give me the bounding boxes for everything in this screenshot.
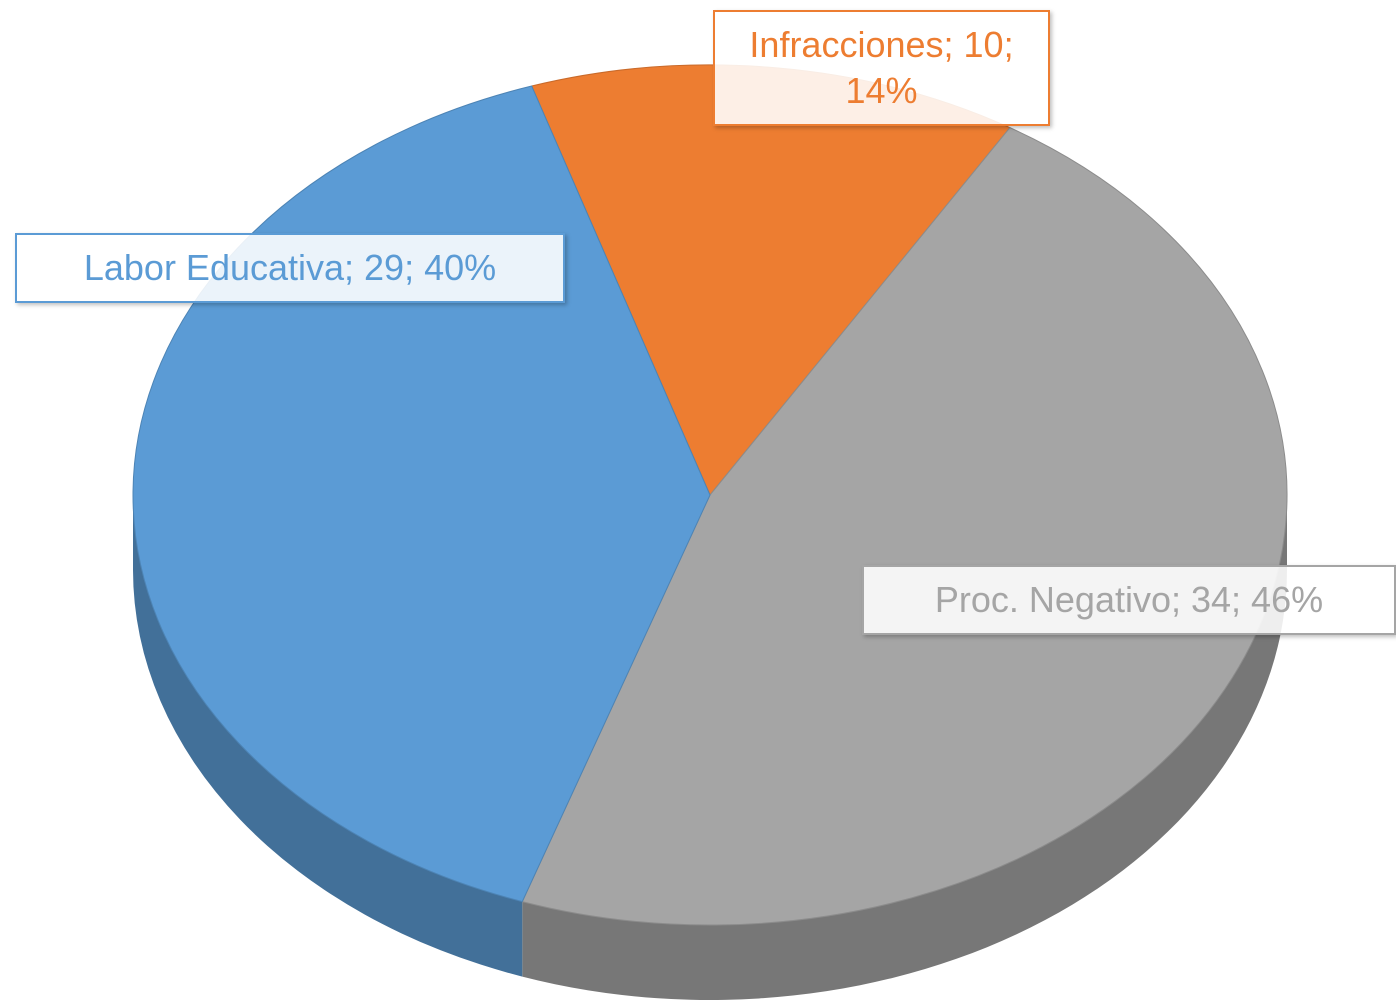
data-label: Labor Educativa; 29; 40% (15, 233, 565, 303)
slice-side (522, 495, 1287, 1000)
slice-side (133, 495, 523, 977)
data-label: Infracciones; 10; 14% (713, 10, 1050, 126)
data-label: Proc. Negativo; 34; 46% (862, 565, 1396, 635)
slice (521, 127, 1288, 926)
